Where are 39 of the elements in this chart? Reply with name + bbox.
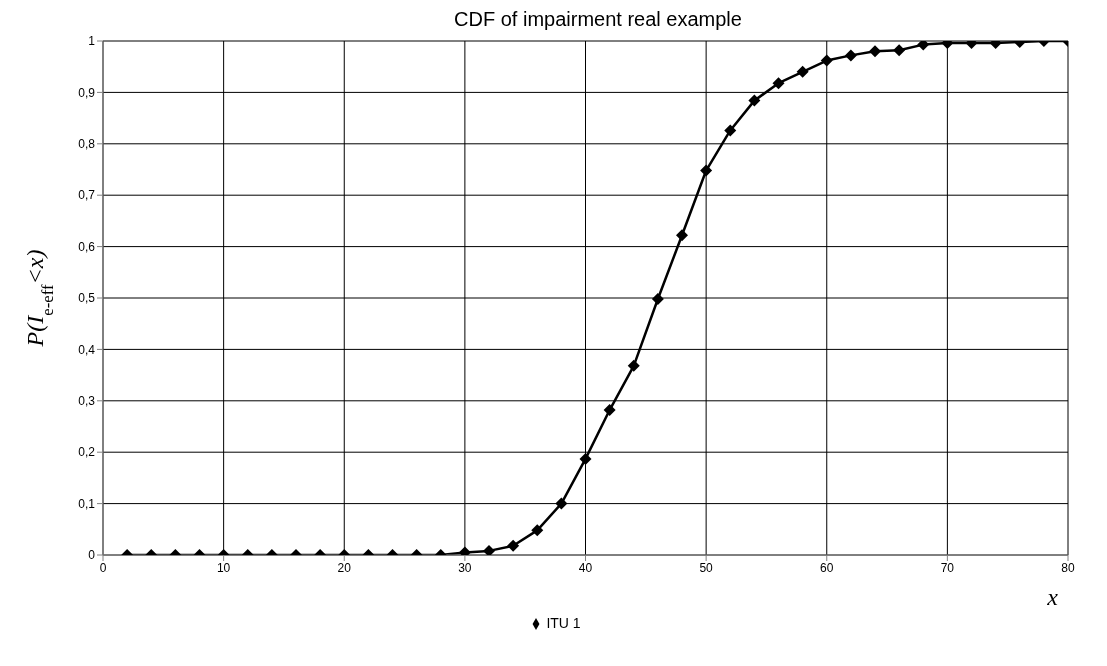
y-tick-label: 1	[88, 34, 96, 49]
x-tick-label: 30	[458, 560, 472, 575]
x-tick-label: 60	[820, 560, 834, 575]
chart-title: CDF of impairment real example	[453, 8, 743, 31]
point	[724, 124, 737, 137]
legend-label: ITU 1	[546, 615, 581, 631]
point	[748, 94, 761, 107]
point	[483, 544, 495, 555]
x-tick-label: 50	[699, 560, 714, 575]
point	[627, 359, 640, 372]
y-tick-label: 0,6	[78, 239, 96, 254]
point	[917, 41, 930, 51]
point	[869, 45, 881, 58]
y-tick-label: 0,4	[78, 342, 96, 357]
point	[603, 404, 616, 417]
x-axis-title: x	[1046, 584, 1059, 610]
y-tick-label: 0,5	[78, 291, 96, 306]
point	[579, 452, 592, 465]
x-tick-label: 80	[1061, 560, 1075, 575]
y-tick-label: 0,8	[78, 137, 96, 152]
y-tick-label: 0,3	[78, 394, 96, 409]
point	[820, 54, 833, 67]
point	[893, 44, 906, 57]
x-tick-label: 70	[940, 560, 955, 575]
y-tick-label: 0,1	[78, 496, 96, 511]
x-tick-label: 20	[337, 560, 352, 575]
y-tick-label: 0	[88, 548, 96, 563]
y-tick-label: 0,2	[78, 445, 96, 460]
x-tick-label: 40	[578, 560, 593, 575]
point	[796, 65, 809, 78]
x-tick-label: 10	[216, 560, 231, 575]
point	[700, 164, 713, 177]
y-tick-label: 0,9	[78, 85, 96, 100]
x-tick-label: 0	[99, 560, 107, 575]
point	[844, 49, 857, 62]
point	[651, 293, 664, 306]
point	[676, 229, 688, 242]
y-tick-label: 0,7	[78, 188, 96, 203]
point	[772, 77, 785, 90]
